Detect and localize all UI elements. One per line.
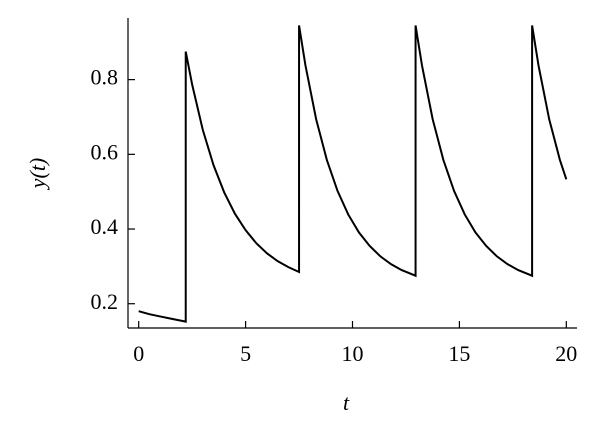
line (138, 25, 568, 323)
x-tick-label: 20 (555, 341, 577, 366)
y-tick-label: 0.4 (91, 214, 119, 239)
y-tick-label: 0.2 (91, 289, 119, 314)
x-tick-label: 0 (133, 341, 144, 366)
y-tick-label: 0.6 (91, 139, 119, 164)
x-axis-label: t (343, 390, 350, 415)
y-tick-label: 0.8 (91, 65, 119, 90)
x-tick-label: 15 (448, 341, 470, 366)
x-tick-label: 5 (240, 341, 251, 366)
x-tick-label: 10 (342, 341, 364, 366)
y-axis-label: y(t) (25, 158, 50, 191)
